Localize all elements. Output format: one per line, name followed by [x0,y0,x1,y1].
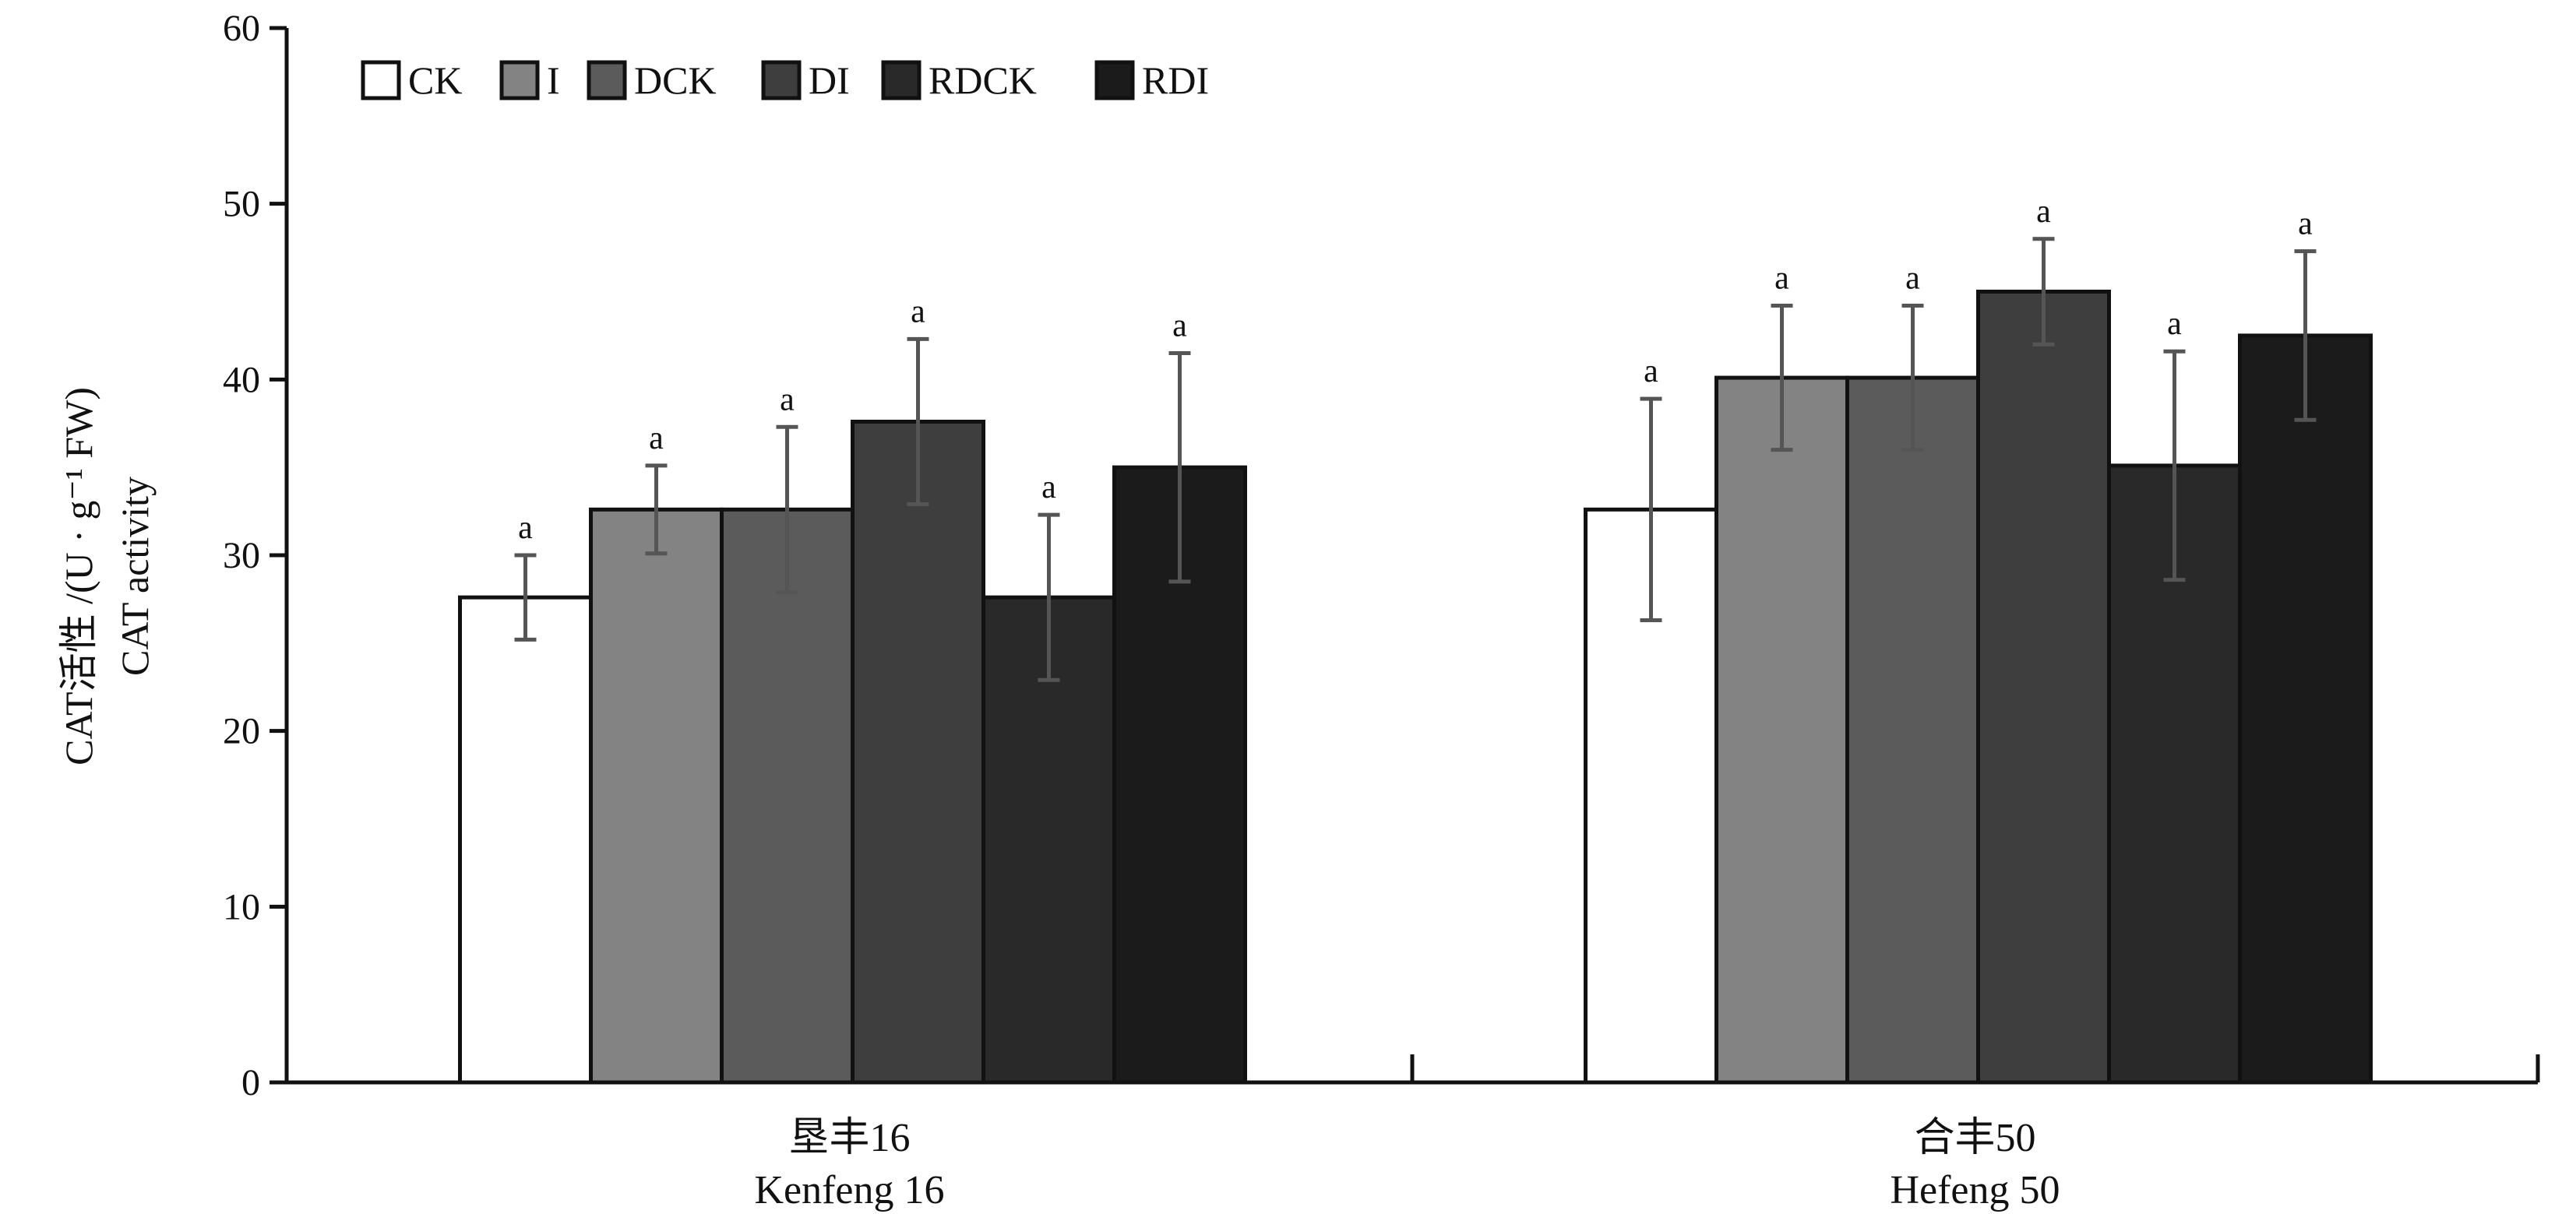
legend-swatch-dck [587,60,627,100]
significance-label: a [518,510,533,546]
legend-label-rdck: RDCK [929,58,1037,102]
legend-label-rdi: RDI [1142,58,1209,102]
bar-di-2 [1976,290,2111,1085]
bar-i-2 [1714,375,1849,1085]
significance-label: a [1774,261,1789,297]
significance-label: a [2298,206,2313,242]
legend-swatch-i [499,60,540,100]
legend-label-di: DI [809,58,850,102]
legend: CK I DCK DI RDCK RDI [361,58,1209,102]
y-tick-label: 30 [223,535,260,576]
legend-label-ck: CK [408,58,462,102]
legend-swatch-rdck [881,60,922,100]
y-axis-title-en: CAT activity [113,477,157,676]
bar-ck-1 [458,595,593,1085]
legend-swatch-rdi [1094,60,1135,100]
legend-label-dck: DCK [634,58,717,102]
x-category-label-en: Hefeng 50 [1890,1168,2060,1212]
x-category-label: 垦丰16 [788,1116,910,1160]
plot-area: 0 10 20 30 40 50 60 a a a a a a 垦丰16 Kenfeng 16 a a a a a a 合… [223,8,2540,1212]
y-tick-label: 20 [223,711,260,752]
legend-swatch-ck [361,60,401,100]
legend-label-i: I [547,58,560,102]
bar-di-1 [851,419,985,1085]
x-category-label-en: Kenfeng 16 [754,1168,944,1212]
bar-rdi-2 [2238,333,2373,1085]
significance-label: a [1905,261,1920,297]
legend-swatch-di [761,60,802,100]
significance-label: a [1644,354,1658,389]
bar-dck-1 [720,507,855,1085]
bar-dck-2 [1845,375,1980,1085]
bar-i-1 [589,507,724,1085]
y-tick-label: 10 [223,886,260,927]
y-tick-label: 50 [223,184,260,225]
significance-label: a [1172,308,1187,343]
y-tick-label: 40 [223,359,260,400]
significance-label: a [911,294,925,329]
significance-label: a [2036,194,2051,230]
y-tick-label: 60 [223,8,260,49]
significance-label: a [649,421,664,456]
y-axis-title: CAT活性 /(U · g⁻¹ FW) [57,387,100,765]
significance-label: a [1041,470,1056,505]
significance-label: a [780,382,795,417]
y-tick-label: 0 [241,1062,260,1103]
significance-label: a [2167,306,2182,342]
x-category-label: 合丰50 [1914,1116,2035,1160]
